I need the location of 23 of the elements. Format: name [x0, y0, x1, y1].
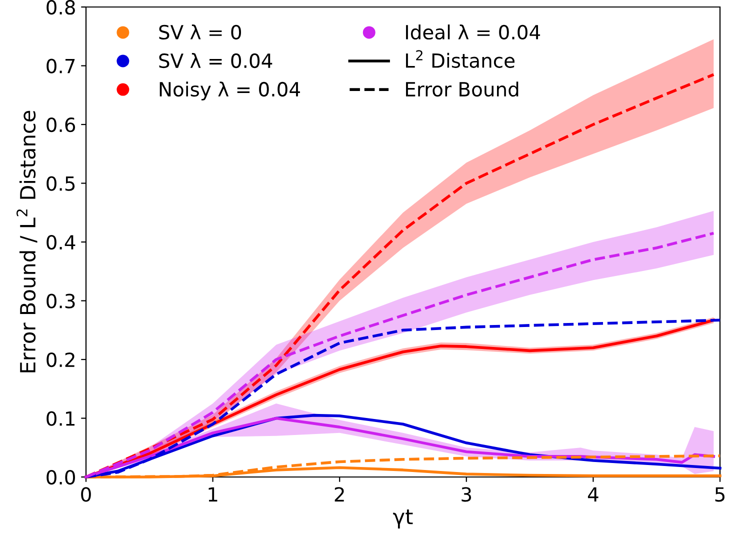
x-axis-title: γt: [393, 510, 413, 528]
y-tick-label: 0.3: [46, 294, 75, 308]
legend-label: Noisy λ = 0.04: [160, 82, 300, 100]
x-tick-label: 2: [334, 487, 344, 502]
y-tick-label: 0.5: [46, 176, 75, 191]
y-tick-label: 0.4: [46, 234, 76, 250]
y-axis-title: Error Bound / L$^{2}$ Distance: [16, 110, 38, 372]
y-tick-label: 0.2: [46, 352, 74, 368]
legend-label: L$^{2}$ Distance: [406, 50, 514, 68]
y-tick-label: 0.1: [46, 411, 74, 426]
x-tick-label: 1: [208, 487, 218, 502]
legend-label: Error Bound: [406, 82, 518, 97]
legend-label: SV λ = 0.04: [159, 53, 272, 68]
x-tick-label: 5: [715, 487, 724, 502]
legend-label: SV λ = 0: [159, 24, 242, 40]
y-tick-label: 0.0: [46, 470, 75, 485]
x-tick-label: 3: [462, 487, 472, 502]
legend-label: Ideal λ = 0.04: [406, 24, 540, 40]
y-tick-label: 0.6: [46, 117, 76, 132]
x-tick-label: 4: [588, 487, 598, 502]
x-tick-label: 0: [81, 487, 91, 502]
y-tick-label: 0.7: [46, 58, 75, 74]
y-tick-label: 0.8: [46, 0, 75, 15]
